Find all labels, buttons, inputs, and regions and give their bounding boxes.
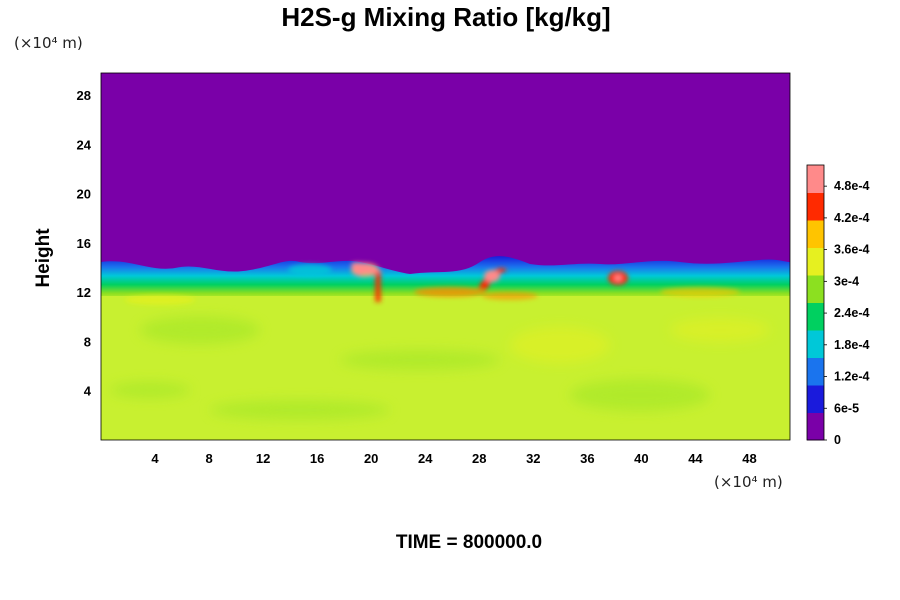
y-tick-label-2: 12 (77, 285, 91, 300)
colorbar-segment-5 (807, 275, 824, 303)
y-tick-label-5: 24 (77, 137, 92, 152)
colorbar-frame (806, 164, 825, 441)
colorbar-segment-7 (807, 220, 824, 248)
field-lower-texture (110, 316, 770, 420)
colorbar-label-3: 1.8e-4 (834, 338, 869, 352)
x-tick-label-1: 8 (205, 451, 212, 466)
chart-title: H2S-g Mixing Ratio [kg/kg] (281, 2, 611, 32)
mixing-ratio-field (101, 73, 790, 440)
x-tick-label-6: 28 (472, 451, 486, 466)
y-tick-label-4: 20 (77, 187, 91, 202)
field-band-features (125, 262, 740, 305)
colorbar-segment-4 (807, 302, 824, 331)
y-tick-label-1: 8 (84, 334, 91, 349)
x-unit-label: (×10⁴ m) (714, 473, 783, 491)
colorbar-segment-0 (807, 412, 824, 441)
y-tick-label-0: 4 (84, 384, 92, 399)
colorbar-segment-3 (807, 330, 824, 358)
colorbar-label-7: 4.2e-4 (834, 211, 869, 225)
x-tick-label-5: 24 (418, 451, 433, 466)
y-tick-label-3: 16 (77, 236, 91, 251)
x-tick-label-8: 36 (580, 451, 594, 466)
colorbar-segment-1 (807, 385, 824, 413)
colorbar: 0 6e-5 1.2e-4 1.8e-4 2.4e-4 3e-4 3.6e-4 4.2e-4 4… (806, 164, 869, 447)
x-tick-label-0: 4 (151, 451, 159, 466)
field-transition-band (101, 256, 790, 300)
colorbar-segment-2 (807, 357, 824, 386)
colorbar-label-0: 0 (834, 433, 841, 447)
colorbar-label-8: 4.8e-4 (834, 179, 869, 193)
y-unit-label: (×10⁴ m) (14, 34, 83, 52)
x-tick-label-2: 12 (256, 451, 270, 466)
y-tick-label-6: 28 (77, 88, 91, 103)
x-tick-label-9: 40 (634, 451, 648, 466)
colorbar-label-1: 6e-5 (834, 401, 859, 415)
x-tick-label-4: 20 (364, 451, 378, 466)
colorbar-segment-8 (807, 192, 824, 221)
x-tick-label-10: 44 (688, 451, 703, 466)
colorbar-label-5: 3e-4 (834, 274, 859, 288)
y-tick-labels: 4 8 12 16 20 24 28 (77, 88, 92, 399)
colorbar-label-6: 3.6e-4 (834, 243, 869, 257)
colorbar-label-4: 2.4e-4 (834, 306, 869, 320)
x-tick-label-11: 48 (742, 451, 756, 466)
plot-frame (100, 72, 791, 441)
x-tick-labels: 4 8 12 16 20 24 28 32 36 40 44 48 (151, 451, 756, 466)
x-tick-label-3: 16 (310, 451, 324, 466)
colorbar-segment-6 (807, 247, 824, 276)
colorbar-label-2: 1.2e-4 (834, 370, 869, 384)
time-label: TIME = 800000.0 (395, 532, 543, 553)
x-tick-label-7: 32 (526, 451, 540, 466)
colorbar-segment-9 (807, 165, 824, 193)
